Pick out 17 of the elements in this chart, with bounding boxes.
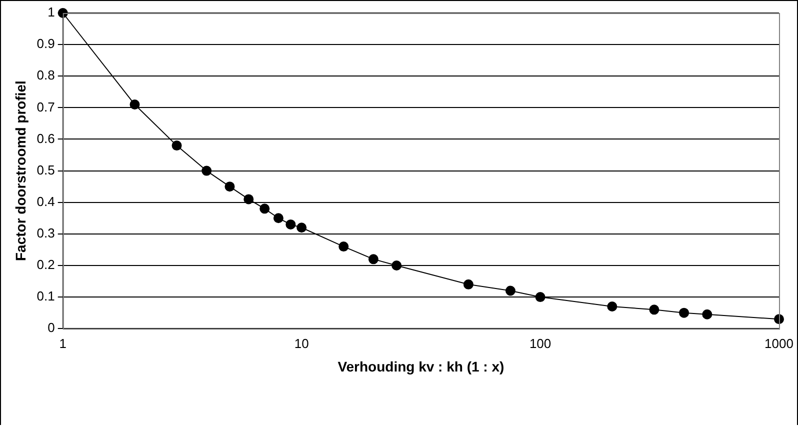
x-tick-label: 1000 <box>764 336 794 351</box>
x-tick-label: 1 <box>59 336 66 351</box>
x-axis-title: Verhouding kv : kh (1 : x) <box>338 358 504 374</box>
y-tick-label: 0.8 <box>36 68 55 83</box>
y-tick-label: 0.5 <box>36 162 55 178</box>
y-tick-label: 0.9 <box>36 36 55 52</box>
y-tick-label: 0 <box>48 320 55 336</box>
y-tick-label: 0.1 <box>36 288 55 304</box>
y-tick-label: 0.2 <box>36 257 55 272</box>
y-tick-label: 0.4 <box>36 194 55 209</box>
y-tick-label: 0.3 <box>36 226 55 240</box>
y-axis-title: Factor doorstroomd profiel <box>12 80 28 262</box>
y-tick-label: 0.6 <box>36 130 55 146</box>
y-tick-label: 1 <box>48 4 55 20</box>
x-tick-label: 100 <box>529 336 552 351</box>
x-tick-label: 10 <box>294 336 309 351</box>
y-tick-label: 0.7 <box>36 99 55 114</box>
